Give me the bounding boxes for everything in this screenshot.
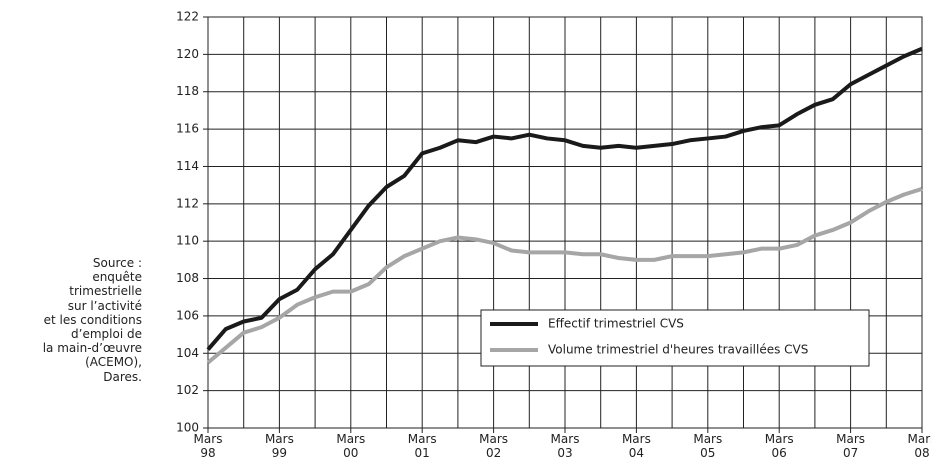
y-tick-label: 120: [176, 47, 199, 61]
x-tick-label: Mars 98: [193, 432, 223, 460]
x-tick-label: Mars 00: [336, 432, 366, 460]
x-tick-label: Mars 06: [764, 432, 794, 460]
y-tick-label: 104: [176, 346, 199, 360]
x-tick-label: Mars 01: [407, 432, 437, 460]
y-tick-label: 112: [176, 196, 199, 210]
source-line: (ACEMO),: [85, 355, 142, 370]
source-line: enquête: [92, 270, 142, 285]
y-tick-label: 114: [176, 159, 199, 173]
legend-box: [480, 309, 870, 367]
source-line: Dares.: [103, 369, 142, 384]
source-line: et les conditions: [43, 312, 142, 327]
series-line: [206, 186, 923, 365]
source-note: Source : enquête trimestrielle sur l’activi…: [43, 256, 142, 384]
y-tick-label: 110: [176, 234, 199, 248]
source-line: Source :: [92, 256, 142, 270]
legend-label: Effectif trimestriel CVS: [548, 317, 684, 331]
y-tick-label: 106: [176, 308, 199, 322]
x-tick-label: Mars 02: [479, 432, 509, 460]
x-tick-label: Mars 05: [693, 432, 723, 460]
x-tick-label: Mars 99: [264, 432, 294, 460]
y-tick-label: 102: [176, 383, 199, 397]
source-line: d’emploi de: [71, 327, 142, 342]
source-line: la main-d’œuvre: [42, 341, 142, 356]
x-tick-label: Mars 04: [621, 432, 651, 460]
source-line: trimestrielle: [69, 284, 142, 299]
series-line: [206, 46, 923, 351]
x-tick-label: Mars 08: [907, 432, 931, 460]
legend-label: Volume trimestriel d'heures travaillées …: [548, 343, 808, 357]
x-tick-label: Mars 03: [550, 432, 580, 460]
y-tick-label: 108: [176, 271, 199, 285]
source-line: sur l’activité: [67, 298, 142, 313]
y-tick-label: 116: [176, 122, 199, 136]
y-tick-label: 100: [176, 421, 199, 435]
plot-frame: [207, 16, 923, 429]
y-tick-label: 122: [176, 10, 199, 24]
x-tick-label: Mars 07: [836, 432, 866, 460]
y-tick-label: 118: [176, 84, 199, 98]
